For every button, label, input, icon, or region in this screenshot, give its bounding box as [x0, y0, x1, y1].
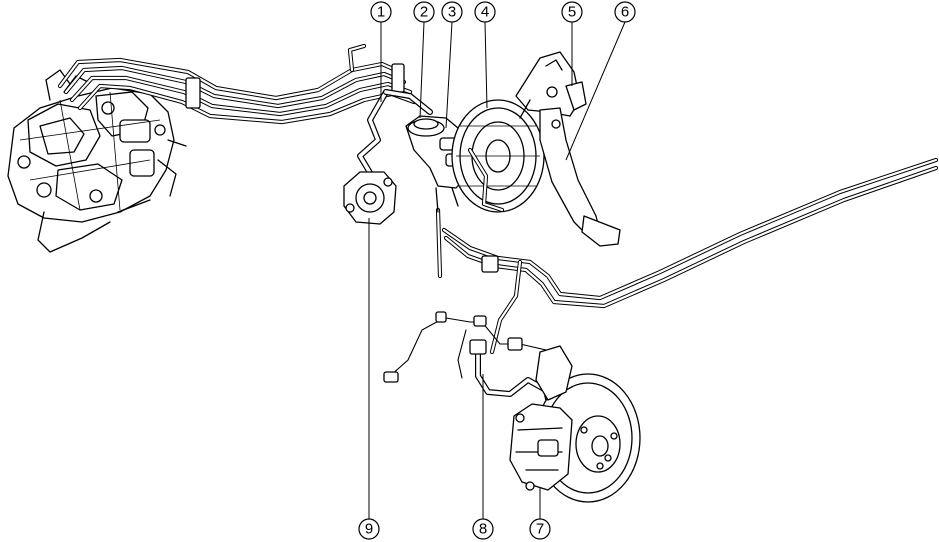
callout-7: 7 — [529, 518, 551, 540]
hydraulic-unit — [7, 69, 187, 253]
callout-2: 2 — [413, 1, 435, 23]
wheel-speed-sensor-harness — [383, 311, 557, 383]
callout-9: 9 — [358, 518, 380, 540]
callout-8: 8 — [472, 518, 494, 540]
svg-text:5: 5 — [568, 4, 576, 21]
svg-text:8: 8 — [479, 521, 487, 538]
svg-text:2: 2 — [420, 4, 428, 21]
brake-lines-upper — [57, 43, 417, 125]
leader-lines — [368, 21, 626, 520]
vacuum-pump — [343, 171, 397, 225]
vacuum-hose — [357, 89, 433, 179]
brake-booster — [451, 99, 545, 213]
svg-text:9: 9 — [365, 521, 373, 538]
svg-text:7: 7 — [536, 521, 544, 538]
disc-brake-assembly — [509, 345, 641, 503]
callout-4: 4 — [474, 1, 496, 23]
svg-text:4: 4 — [481, 4, 489, 21]
svg-text:6: 6 — [621, 4, 629, 21]
brake-pedal — [515, 51, 621, 247]
callout-5: 5 — [561, 1, 583, 23]
svg-text:3: 3 — [448, 4, 456, 21]
callout-1: 1 — [370, 1, 392, 23]
callout-3: 3 — [441, 1, 463, 23]
callout-6: 6 — [614, 1, 636, 23]
brake-line-rear — [435, 157, 939, 355]
svg-text:1: 1 — [377, 4, 385, 21]
